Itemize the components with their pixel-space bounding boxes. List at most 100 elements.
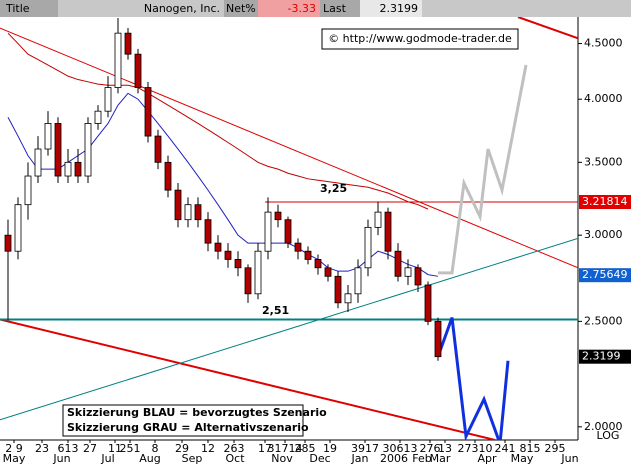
header-cell <box>0 0 58 17</box>
price-box <box>579 195 631 210</box>
header-last-label: Last <box>323 2 347 15</box>
y-tick-label: 2.0000 <box>584 420 623 433</box>
candle-body <box>24 175 32 206</box>
legend-text: Skizzierung GRAU = Alternativszenario <box>67 421 309 434</box>
header-cell <box>258 0 320 17</box>
header-net-label: Net% <box>226 2 256 15</box>
x-tick-label: 23 <box>35 442 49 455</box>
candle-body <box>274 211 282 221</box>
header-cell <box>320 0 360 17</box>
candle-body <box>164 161 172 191</box>
candle-body <box>314 259 322 269</box>
x-tick-label: 8 <box>152 442 159 455</box>
header-net-value: -3.33 <box>288 2 316 15</box>
x-tick-label: 27310 <box>458 442 493 455</box>
month-label: 2006 <box>380 452 408 464</box>
trend-line <box>438 64 528 275</box>
x-tick-label: 263 <box>224 442 245 455</box>
x-tick-label: 30613 <box>383 442 418 455</box>
candle-body <box>124 32 132 55</box>
trend-line <box>0 237 578 421</box>
header-cell <box>224 0 258 17</box>
candle-body <box>244 267 252 295</box>
month-label: Jun <box>52 452 70 464</box>
candle-body <box>34 148 42 177</box>
candle-body <box>84 123 92 177</box>
y-tick-label: 2.5000 <box>584 314 623 327</box>
candle-body <box>434 320 442 358</box>
candle-body <box>214 242 222 252</box>
trend-line <box>517 17 578 40</box>
x-tick-label: 276 <box>420 442 441 455</box>
candle-body <box>404 267 412 277</box>
month-label: Mar <box>430 452 451 464</box>
month-label: May <box>511 452 534 464</box>
moving-average <box>7 32 429 210</box>
x-tick-label: 29 <box>175 442 189 455</box>
candle-body <box>154 135 162 163</box>
month-label: Sep <box>182 452 203 464</box>
annotation: 3,25 <box>320 182 347 195</box>
price-box-label: 2.3199 <box>582 350 621 363</box>
month-label: Nov <box>271 452 293 464</box>
price-box <box>579 349 631 364</box>
candle-body <box>14 204 22 252</box>
x-tick-label: 295 <box>545 442 566 455</box>
candle-body <box>134 53 142 88</box>
x-tick-label: 19 <box>323 442 337 455</box>
watermark-box <box>321 28 519 50</box>
x-tick-label: 251 <box>120 442 141 455</box>
candle-body <box>334 275 342 304</box>
candle-body <box>294 242 302 252</box>
candle-body <box>304 250 312 260</box>
scale-label: LOG <box>597 429 620 442</box>
x-tick-label: 13 <box>438 442 452 455</box>
legend-text: Skizzierung BLAU = bevorzugtes Szenario <box>67 406 327 419</box>
candle-body <box>4 234 12 252</box>
legend-box <box>62 404 304 437</box>
candle-body <box>174 189 182 221</box>
x-tick-label: 613 <box>58 442 79 455</box>
month-label: Feb <box>412 452 431 464</box>
watermark: © http://www.godmode-trader.de <box>328 32 512 45</box>
candle-body <box>54 123 62 177</box>
candle-body <box>364 226 372 269</box>
month-label: Jul <box>100 452 114 464</box>
x-tick-label: 3917 <box>351 442 379 455</box>
y-tick-label: 4.0000 <box>584 92 623 105</box>
month-label: Jun <box>560 452 578 464</box>
trend-line <box>0 318 496 440</box>
x-tick-label: 17 <box>258 442 272 455</box>
candle-body <box>144 87 152 137</box>
header-cell <box>360 0 422 17</box>
candle-body <box>114 32 122 88</box>
x-tick-label: 31714 <box>268 442 303 455</box>
candle-body <box>354 267 362 295</box>
y-tick-label: 4.5000 <box>584 37 623 50</box>
candle-body <box>384 211 392 252</box>
price-box-label: 2.75649 <box>582 268 628 281</box>
x-tick-label: 241 <box>495 442 516 455</box>
month-label: Jan <box>351 452 369 464</box>
header-title: Title <box>5 2 30 15</box>
annotation: 2,51 <box>262 304 289 317</box>
x-tick-label: 27 <box>83 442 97 455</box>
trend-line <box>436 317 510 440</box>
x-tick-label: 2 9 <box>5 442 23 455</box>
candle-body <box>324 267 332 277</box>
header-name: Nanogen, Inc. <box>144 2 220 15</box>
month-label: Aug <box>139 452 160 464</box>
candle-body <box>264 211 272 252</box>
candle-body <box>424 284 432 322</box>
month-label: May <box>3 452 26 464</box>
y-tick-label: 3.0000 <box>584 228 623 241</box>
candle-body <box>94 110 102 124</box>
candle-body <box>194 204 202 221</box>
candle-body <box>224 250 232 260</box>
candle-body <box>374 211 382 228</box>
candle-body <box>394 250 402 277</box>
price-box-label: 3.21814 <box>582 195 628 208</box>
x-tick-label: 285 <box>295 442 316 455</box>
